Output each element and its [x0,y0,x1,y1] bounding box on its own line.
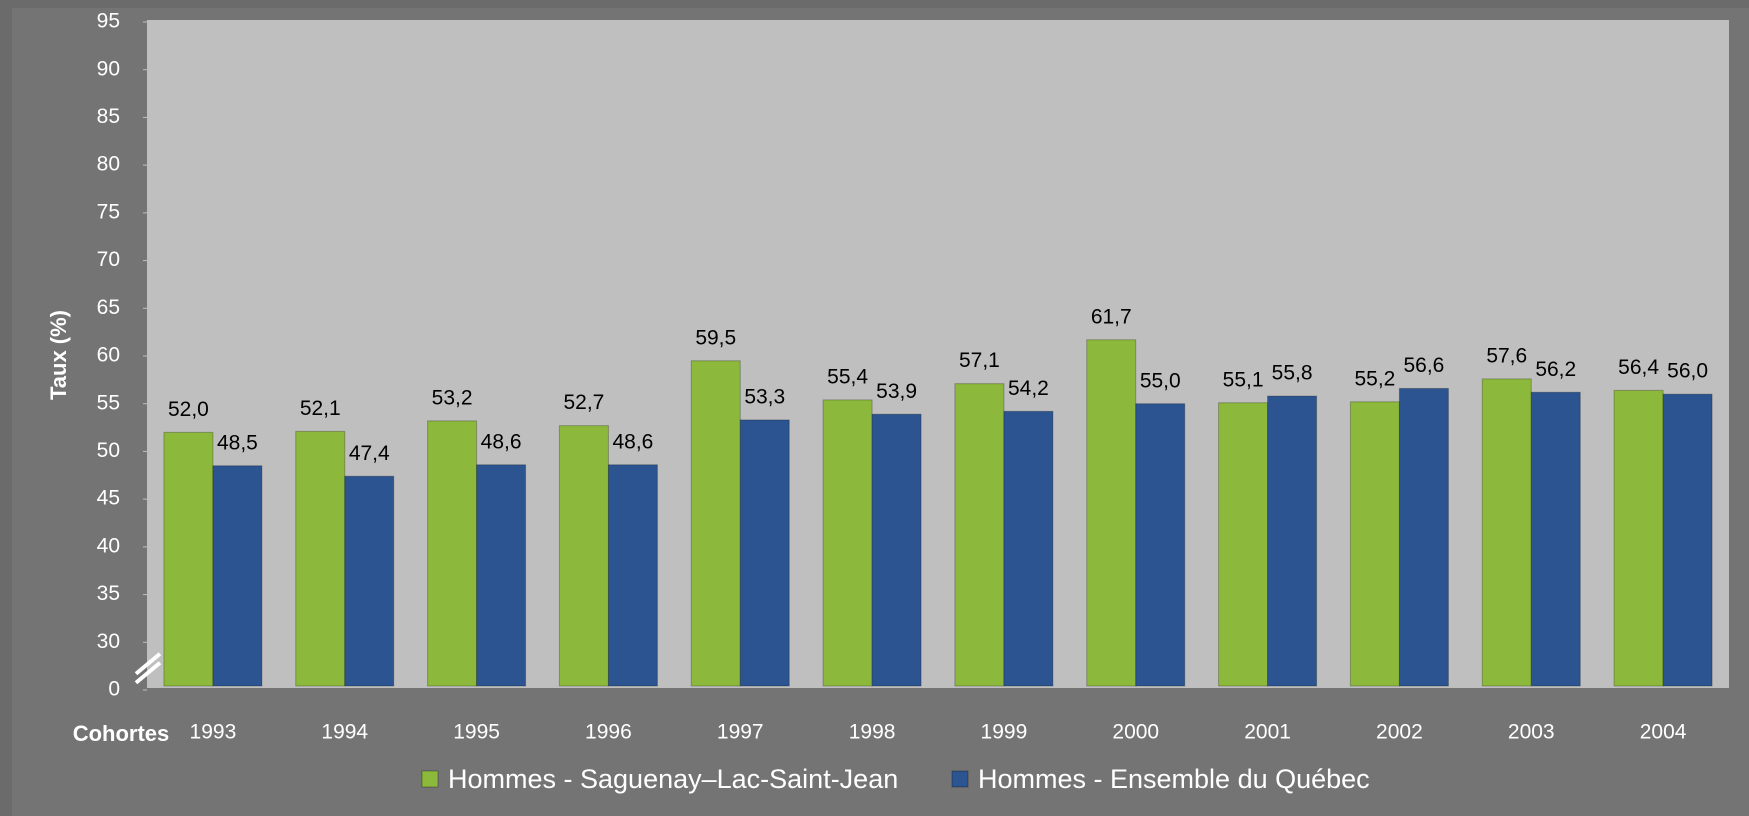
x-tick-label: 1994 [321,721,368,744]
bar [558,425,609,687]
bar [1662,393,1713,687]
plot-area [147,20,1729,688]
bar [295,430,346,687]
y-tick-label: 60 [97,344,120,367]
bar [1398,387,1449,687]
y-tick-label: 40 [97,534,120,557]
y-tick-label: 70 [97,248,120,271]
bar [1530,391,1581,687]
bar [607,464,658,687]
data-label: 55,4 [827,365,868,388]
data-label: 55,0 [1140,369,1181,392]
x-tick-label: 1998 [849,721,896,744]
bar [822,399,873,687]
data-label: 56,4 [1618,356,1659,379]
x-tick-label: 1996 [585,721,632,744]
y-tick-label: 85 [97,105,120,128]
data-label: 56,0 [1667,360,1708,383]
bar [163,431,214,687]
legend-swatch [951,770,969,788]
y-tick-label: 95 [97,10,120,33]
x-axis-label: Cohortes [73,721,170,746]
data-label: 61,7 [1091,305,1132,328]
bar [1003,410,1054,687]
x-tick-label: 2004 [1640,721,1687,744]
axis-break [134,661,162,685]
data-label: 57,1 [959,349,1000,372]
data-label: 55,8 [1272,362,1313,385]
data-label: 53,3 [744,385,785,408]
data-label: 53,9 [876,380,917,403]
data-label: 48,6 [481,430,522,453]
x-tick-label: 1999 [981,721,1028,744]
bar [427,420,478,687]
data-label: 56,2 [1535,358,1576,381]
y-tick-label: 35 [97,582,120,605]
bar [1218,402,1269,687]
data-label: 48,5 [217,431,258,454]
bar [954,383,1005,687]
y-tick-label: 65 [97,296,120,319]
bar [739,419,790,687]
x-tick-label: 2000 [1112,721,1159,744]
data-label: 55,1 [1223,368,1264,391]
x-tick-label: 1993 [190,721,237,744]
bar [871,413,922,687]
x-tick-label: 1995 [453,721,500,744]
data-label: 56,6 [1403,354,1444,377]
legend-label: Hommes - Ensemble du Québec [978,764,1370,794]
data-label: 52,1 [300,397,341,420]
legend-label: Hommes - Saguenay–Lac-Saint-Jean [448,764,898,794]
y-tick-label: 50 [97,439,120,462]
y-tick-label: 45 [97,487,120,510]
data-label: 52,0 [168,398,209,421]
y-tick-label: 80 [97,153,120,176]
bar [1481,378,1532,687]
data-label: 59,5 [695,326,736,349]
bar [690,360,741,687]
y-tick-label: 0 [108,678,120,701]
x-tick-label: 1997 [717,721,764,744]
bar [1135,403,1186,687]
x-tick-label: 2001 [1244,721,1291,744]
y-tick-label: 30 [97,630,120,653]
bar [344,475,395,687]
bar [476,464,527,687]
y-tick-label: 90 [97,57,120,80]
legend-swatch [421,770,439,788]
y-tick-label: 55 [97,391,120,414]
bar [1349,401,1400,687]
bar [1086,339,1137,687]
data-label: 52,7 [563,391,604,414]
data-label: 53,2 [432,386,473,409]
bar [212,465,263,687]
data-label: 57,6 [1486,344,1527,367]
bar [1613,389,1664,687]
y-axis-label: Taux (%) [46,310,71,400]
axis-break [134,652,162,676]
data-label: 47,4 [349,442,390,465]
data-label: 48,6 [612,430,653,453]
bar [1267,395,1318,687]
data-label: 55,2 [1354,367,1395,390]
y-tick-label: 75 [97,200,120,223]
x-tick-label: 2003 [1508,721,1555,744]
data-label: 54,2 [1008,377,1049,400]
x-tick-label: 2002 [1376,721,1423,744]
